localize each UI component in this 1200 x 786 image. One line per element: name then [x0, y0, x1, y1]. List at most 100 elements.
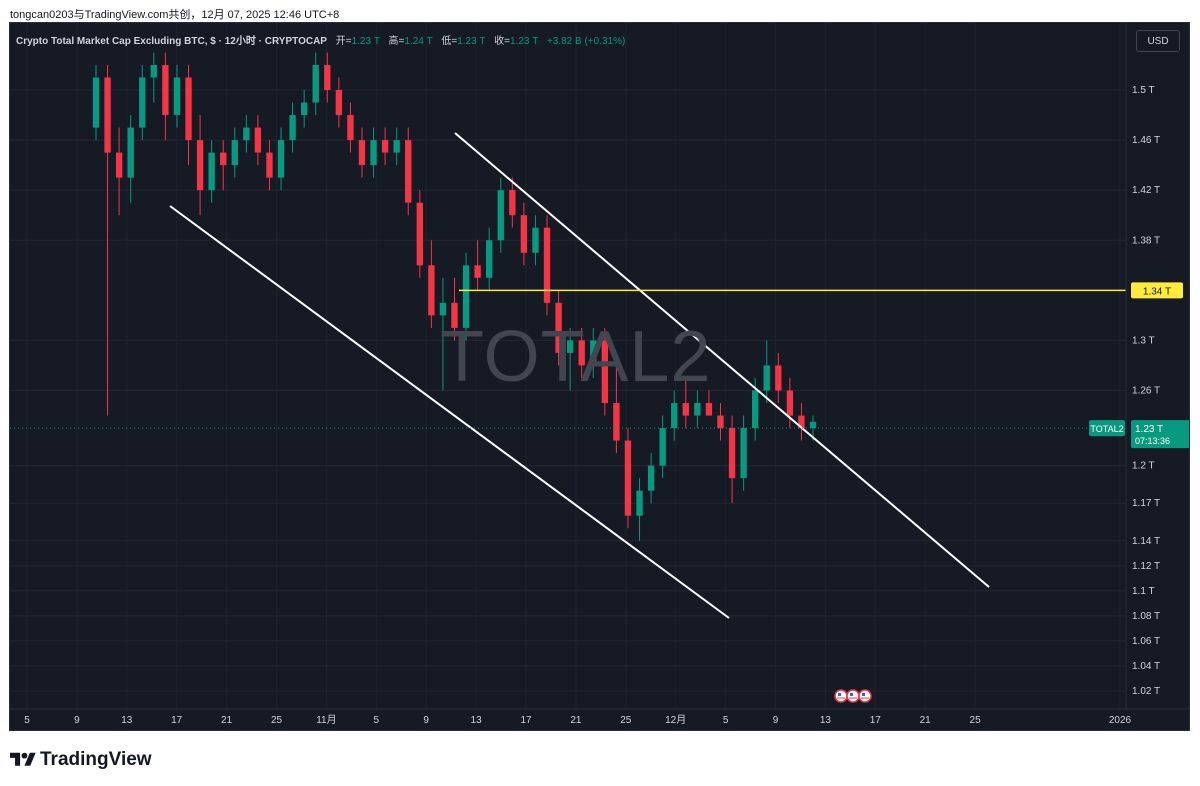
candle-body	[786, 390, 794, 416]
legend-low-value: 1.23 T	[457, 36, 486, 47]
price-label: 1.5 T	[1132, 85, 1155, 96]
candle-body	[578, 340, 585, 366]
tradingview-brand: TradingView	[40, 749, 152, 770]
legend-title: Crypto Total Market Cap Excluding BTC, $…	[16, 36, 327, 47]
price-label: 1.3 T	[1132, 335, 1155, 346]
candle	[277, 127, 285, 191]
price-label: 1.06 T	[1132, 636, 1160, 647]
candle-body	[520, 215, 528, 253]
symbol-watermark: TOTAL2	[440, 317, 712, 397]
candle	[243, 115, 250, 153]
candle-body	[462, 265, 470, 328]
price-axis[interactable]: 1.5 T 1.46 T 1.42 T 1.38 T 1.3 T 1.26 T 1.2 T 1…	[1089, 23, 1190, 731]
channel-upper-line[interactable]	[454, 132, 990, 588]
price-label: 1.1 T	[1132, 586, 1155, 597]
candle	[671, 390, 678, 441]
candle	[381, 127, 389, 166]
flag-icon[interactable]	[834, 689, 848, 703]
time-label: 17	[171, 715, 183, 726]
candle-body	[127, 127, 134, 178]
candle	[358, 127, 366, 178]
candle	[220, 140, 227, 191]
candle-body	[763, 365, 770, 391]
candle-body	[381, 140, 389, 153]
candle-body	[254, 127, 262, 153]
time-label: 5	[374, 715, 380, 726]
candle	[439, 277, 447, 391]
candle-body	[277, 140, 285, 178]
candle	[139, 64, 146, 141]
candle	[486, 227, 493, 291]
candle	[682, 377, 689, 429]
candle	[763, 340, 770, 404]
candle	[104, 64, 111, 416]
candle-body	[624, 440, 632, 516]
symbol-legend: Crypto Total Market Cap Excluding BTC, $…	[16, 32, 625, 47]
channel-lower-line[interactable]	[169, 205, 730, 619]
candle	[705, 390, 713, 416]
candle	[740, 415, 747, 491]
time-label: 21	[570, 715, 582, 726]
flag-icon[interactable]	[846, 689, 860, 703]
candle	[566, 327, 574, 391]
last-price-value: 1.23 T	[1135, 424, 1163, 435]
candle-body	[705, 403, 713, 416]
candle-body	[751, 390, 759, 429]
currency-button[interactable]: USD	[1136, 30, 1180, 52]
candle-body	[775, 365, 782, 391]
candle	[416, 190, 423, 278]
candle	[462, 252, 470, 341]
time-label: 12月	[665, 714, 686, 726]
time-label: 17	[870, 715, 882, 726]
time-label: 2026	[1109, 715, 1132, 726]
candle	[289, 102, 296, 153]
grid-lines	[10, 23, 1126, 709]
candle	[393, 127, 400, 166]
symbol-tag	[1089, 420, 1125, 437]
candle-body	[347, 115, 354, 141]
candle	[370, 127, 377, 178]
candle-body	[289, 115, 296, 141]
tradingview-logo[interactable]: TradingView	[10, 749, 152, 771]
candle-body	[717, 415, 724, 429]
candle	[509, 177, 516, 228]
time-label: 9	[423, 715, 429, 726]
candle-body	[393, 140, 400, 153]
chart-frame[interactable]: 1.5 T 1.46 T 1.42 T 1.38 T 1.3 T 1.26 T 1.2 T 1…	[9, 22, 1190, 731]
candle	[728, 415, 736, 504]
price-label: 1.08 T	[1132, 611, 1160, 622]
chart-svg[interactable]: 1.5 T 1.46 T 1.42 T 1.38 T 1.3 T 1.26 T 1.2 T 1…	[10, 23, 1190, 731]
candle-body	[150, 64, 158, 78]
candle-body	[266, 152, 273, 178]
price-label: 1.2 T	[1132, 461, 1155, 472]
candle	[636, 478, 643, 541]
flag-icon[interactable]	[858, 689, 872, 703]
time-label: 11月	[316, 714, 336, 726]
candle	[231, 127, 238, 178]
candle	[786, 377, 794, 429]
candle-body	[416, 202, 423, 266]
candle-body	[370, 140, 377, 166]
time-label: 25	[620, 715, 632, 726]
candle	[717, 403, 724, 441]
candle	[532, 215, 539, 266]
legend-close-value: 1.23 T	[509, 36, 539, 47]
candle	[150, 52, 158, 103]
candle-body	[92, 77, 100, 128]
candle-body	[428, 265, 435, 316]
candle-body	[601, 340, 609, 404]
candle	[543, 215, 551, 316]
candle-body	[728, 428, 736, 479]
time-axis[interactable]: 5 9 13 17 21 25 11月 5 9 13 17 21 25 12月 5 9 13 17 21 25 2026	[10, 708, 1190, 731]
candle-body	[613, 403, 620, 441]
candle	[162, 52, 169, 141]
candle	[775, 352, 782, 404]
candle-body	[220, 152, 227, 166]
candle	[613, 365, 620, 454]
candle-body	[636, 490, 643, 516]
candle-body	[543, 227, 551, 303]
time-label: 25	[271, 715, 283, 726]
candles-group	[92, 52, 817, 541]
candle-body	[682, 403, 689, 416]
time-label: 9	[74, 715, 80, 726]
